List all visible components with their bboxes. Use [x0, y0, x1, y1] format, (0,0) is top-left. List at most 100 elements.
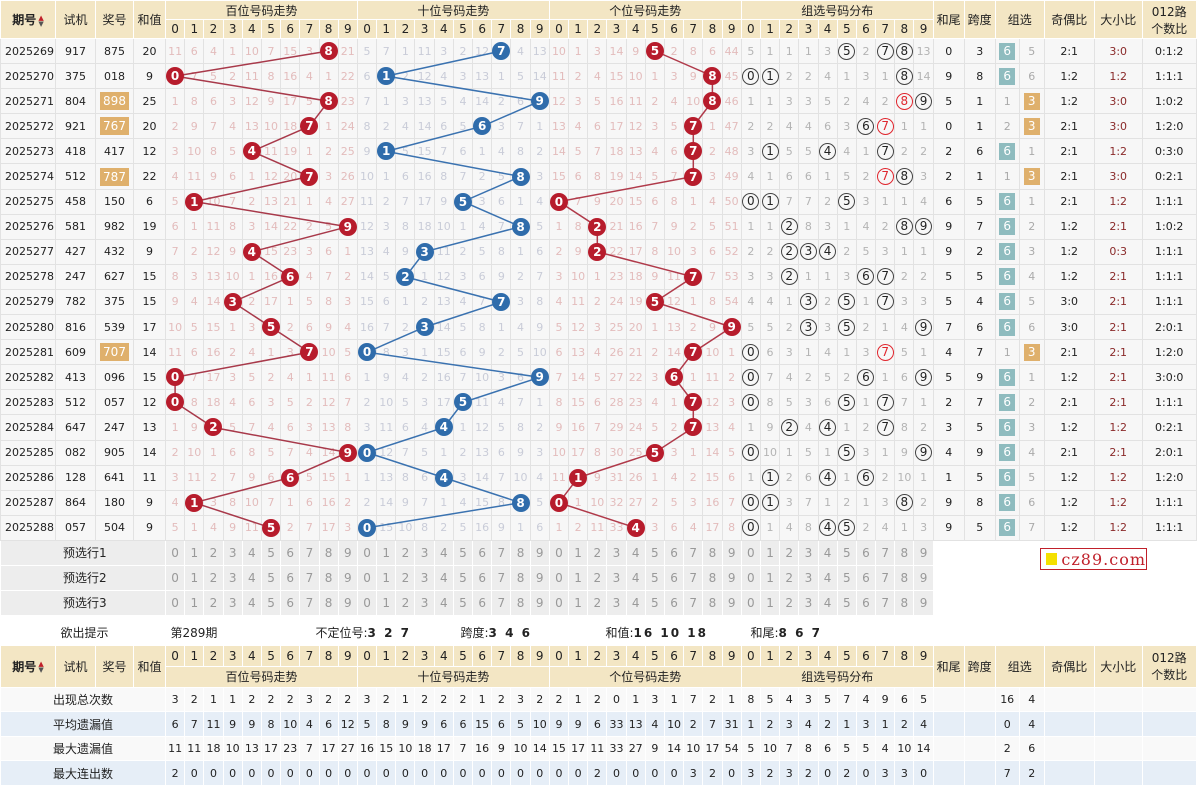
tens-preselect-digit[interactable]: 1 — [376, 564, 397, 591]
tens-preselect-digit[interactable]: 9 — [529, 539, 550, 566]
zuxuan-preselect-digit[interactable]: 7 — [875, 539, 896, 566]
hundreds-preselect-digit[interactable]: 5 — [260, 589, 282, 616]
hundreds-preselect-digit[interactable]: 0 — [164, 589, 186, 616]
tens-preselect-digit[interactable]: 6 — [472, 539, 493, 566]
units-preselect-digit[interactable]: 5 — [644, 564, 665, 591]
period-header[interactable]: 期号 ▲ ▼ — [0, 0, 56, 39]
units-preselect-digit[interactable]: 7 — [683, 589, 704, 616]
units-preselect-digit[interactable]: 0 — [548, 539, 570, 566]
hundreds-preselect-digit[interactable]: 0 — [164, 564, 186, 591]
units-preselect-digit[interactable]: 0 — [548, 564, 570, 591]
hundreds-preselect-digit[interactable]: 0 — [164, 539, 186, 566]
hundreds-preselect-digit[interactable]: 2 — [203, 564, 224, 591]
tens-preselect-digit[interactable]: 3 — [414, 589, 435, 616]
tens-preselect-digit[interactable]: 1 — [376, 589, 397, 616]
hundreds-preselect-digit[interactable]: 4 — [241, 589, 262, 616]
units-preselect-digit[interactable]: 2 — [587, 564, 608, 591]
hundreds-preselect-digit[interactable]: 4 — [241, 564, 262, 591]
zuxuan-preselect-digit[interactable]: 8 — [894, 539, 915, 566]
hundreds-preselect-digit[interactable]: 9 — [337, 589, 358, 616]
sort-icon[interactable]: ▲ ▼ — [38, 13, 44, 28]
tens-preselect-digit[interactable]: 7 — [491, 539, 512, 566]
tens-preselect-digit[interactable]: 6 — [472, 564, 493, 591]
zuxuan-preselect-digit[interactable]: 5 — [836, 564, 857, 591]
zuxuan-preselect-digit[interactable]: 0 — [740, 564, 761, 591]
units-preselect-digit[interactable]: 4 — [625, 539, 646, 566]
units-preselect-digit[interactable]: 7 — [683, 564, 704, 591]
units-preselect-digit[interactable]: 9 — [721, 564, 742, 591]
zuxuan-preselect-digit[interactable]: 0 — [740, 589, 761, 616]
zuxuan-preselect-digit[interactable]: 9 — [913, 539, 934, 566]
zuxuan-preselect-digit[interactable]: 8 — [894, 564, 915, 591]
hundreds-preselect-digit[interactable]: 3 — [222, 589, 243, 616]
tens-preselect-digit[interactable]: 0 — [356, 564, 378, 591]
hundreds-preselect-digit[interactable]: 6 — [280, 564, 301, 591]
tens-preselect-digit[interactable]: 5 — [452, 539, 474, 566]
zuxuan-preselect-digit[interactable]: 5 — [836, 589, 857, 616]
zuxuan-preselect-digit[interactable]: 4 — [817, 564, 838, 591]
units-preselect-digit[interactable]: 8 — [702, 589, 723, 616]
hundreds-preselect-digit[interactable]: 8 — [318, 589, 339, 616]
zuxuan-preselect-digit[interactable]: 7 — [875, 564, 896, 591]
zuxuan-preselect-digit[interactable]: 1 — [759, 564, 781, 591]
zuxuan-preselect-digit[interactable]: 9 — [913, 589, 934, 616]
units-preselect-digit[interactable]: 6 — [663, 589, 685, 616]
units-preselect-digit[interactable]: 7 — [683, 539, 704, 566]
units-preselect-digit[interactable]: 2 — [587, 589, 608, 616]
tens-preselect-digit[interactable]: 0 — [356, 539, 378, 566]
tens-preselect-digit[interactable]: 2 — [395, 539, 416, 566]
tens-preselect-digit[interactable]: 9 — [529, 589, 550, 616]
zuxuan-preselect-digit[interactable]: 2 — [779, 589, 800, 616]
hundreds-preselect-digit[interactable]: 8 — [318, 564, 339, 591]
tens-preselect-digit[interactable]: 7 — [491, 589, 512, 616]
zuxuan-preselect-digit[interactable]: 9 — [913, 564, 934, 591]
zuxuan-preselect-digit[interactable]: 7 — [875, 589, 896, 616]
hundreds-preselect-digit[interactable]: 1 — [184, 564, 205, 591]
zuxuan-preselect-digit[interactable]: 6 — [855, 564, 877, 591]
hundreds-preselect-digit[interactable]: 2 — [203, 589, 224, 616]
hundreds-preselect-digit[interactable]: 8 — [318, 539, 339, 566]
tens-preselect-digit[interactable]: 0 — [356, 589, 378, 616]
tens-preselect-digit[interactable]: 4 — [433, 564, 454, 591]
hundreds-preselect-digit[interactable]: 3 — [222, 564, 243, 591]
hundreds-preselect-digit[interactable]: 3 — [222, 539, 243, 566]
units-preselect-digit[interactable]: 2 — [587, 539, 608, 566]
hundreds-preselect-digit[interactable]: 6 — [280, 589, 301, 616]
units-preselect-digit[interactable]: 5 — [644, 589, 665, 616]
hundreds-preselect-digit[interactable]: 6 — [280, 539, 301, 566]
zuxuan-preselect-digit[interactable]: 8 — [894, 589, 915, 616]
units-preselect-digit[interactable]: 3 — [606, 589, 627, 616]
units-preselect-digit[interactable]: 4 — [625, 564, 646, 591]
zuxuan-preselect-digit[interactable]: 3 — [798, 589, 819, 616]
units-preselect-digit[interactable]: 3 — [606, 539, 627, 566]
site-logo[interactable]: cz89.com — [1040, 548, 1147, 570]
units-preselect-digit[interactable]: 8 — [702, 539, 723, 566]
zuxuan-preselect-digit[interactable]: 6 — [855, 589, 877, 616]
hundreds-preselect-digit[interactable]: 7 — [299, 564, 320, 591]
zuxuan-preselect-digit[interactable]: 1 — [759, 539, 781, 566]
zuxuan-preselect-digit[interactable]: 1 — [759, 589, 781, 616]
sort-icon[interactable]: ▲ ▼ — [38, 660, 44, 675]
tens-preselect-digit[interactable]: 7 — [491, 564, 512, 591]
hundreds-preselect-digit[interactable]: 7 — [299, 539, 320, 566]
zuxuan-preselect-digit[interactable]: 4 — [817, 539, 838, 566]
tens-preselect-digit[interactable]: 2 — [395, 564, 416, 591]
tens-preselect-digit[interactable]: 3 — [414, 564, 435, 591]
hundreds-preselect-digit[interactable]: 4 — [241, 539, 262, 566]
tens-preselect-digit[interactable]: 2 — [395, 589, 416, 616]
hundreds-preselect-digit[interactable]: 9 — [337, 539, 358, 566]
units-preselect-digit[interactable]: 0 — [548, 589, 570, 616]
units-preselect-digit[interactable]: 8 — [702, 564, 723, 591]
units-preselect-digit[interactable]: 1 — [568, 539, 589, 566]
units-preselect-digit[interactable]: 9 — [721, 539, 742, 566]
tens-preselect-digit[interactable]: 6 — [472, 589, 493, 616]
units-preselect-digit[interactable]: 1 — [568, 589, 589, 616]
tens-preselect-digit[interactable]: 4 — [433, 589, 454, 616]
hundreds-preselect-digit[interactable]: 5 — [260, 564, 282, 591]
tens-preselect-digit[interactable]: 5 — [452, 589, 474, 616]
period-header[interactable]: 期号 ▲ ▼ — [0, 644, 56, 688]
zuxuan-preselect-digit[interactable]: 2 — [779, 539, 800, 566]
hundreds-preselect-digit[interactable]: 5 — [260, 539, 282, 566]
tens-preselect-digit[interactable]: 1 — [376, 539, 397, 566]
tens-preselect-digit[interactable]: 4 — [433, 539, 454, 566]
